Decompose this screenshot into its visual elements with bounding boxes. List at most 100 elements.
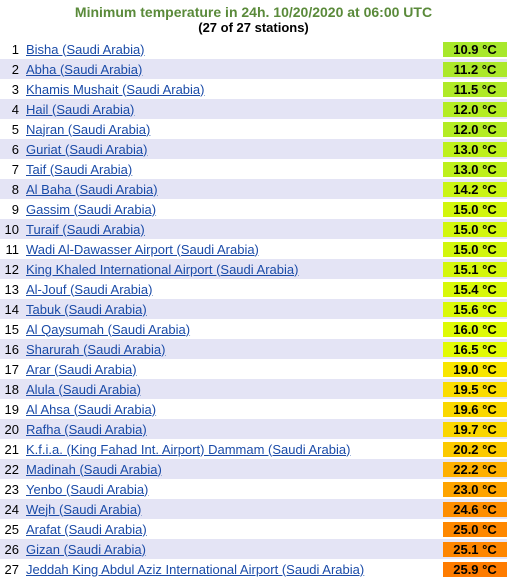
- table-row: 14Tabuk (Saudi Arabia)15.6 °C: [0, 299, 507, 319]
- station-cell: Wejh (Saudi Arabia): [24, 502, 443, 517]
- table-row: 26Gizan (Saudi Arabia)25.1 °C: [0, 539, 507, 559]
- rank-cell: 6: [0, 142, 24, 157]
- station-cell: Najran (Saudi Arabia): [24, 122, 443, 137]
- table-row: 17Arar (Saudi Arabia)19.0 °C: [0, 359, 507, 379]
- temperature-cell: 12.0 °C: [443, 102, 507, 117]
- rank-cell: 12: [0, 262, 24, 277]
- temperature-cell: 10.9 °C: [443, 42, 507, 57]
- rank-cell: 10: [0, 222, 24, 237]
- rank-cell: 22: [0, 462, 24, 477]
- table-row: 6Guriat (Saudi Arabia) 13.0 °C: [0, 139, 507, 159]
- rank-cell: 2: [0, 62, 24, 77]
- station-link[interactable]: Gassim (Saudi Arabia): [26, 202, 156, 217]
- station-cell: Al-Jouf (Saudi Arabia): [24, 282, 443, 297]
- station-cell: Al Ahsa (Saudi Arabia): [24, 402, 443, 417]
- station-link[interactable]: King Khaled International Airport (Saudi…: [26, 262, 298, 277]
- table-row: 15Al Qaysumah (Saudi Arabia) 16.0 °C: [0, 319, 507, 339]
- temperature-cell: 19.0 °C: [443, 362, 507, 377]
- station-link[interactable]: Abha (Saudi Arabia): [26, 62, 142, 77]
- rank-cell: 25: [0, 522, 24, 537]
- table-row: 23Yenbo (Saudi Arabia) 23.0 °C: [0, 479, 507, 499]
- station-link[interactable]: Tabuk (Saudi Arabia): [26, 302, 147, 317]
- station-link[interactable]: Wejh (Saudi Arabia): [26, 502, 141, 517]
- station-link[interactable]: Al Qaysumah (Saudi Arabia): [26, 322, 190, 337]
- table-row: 13Al-Jouf (Saudi Arabia) 15.4 °C: [0, 279, 507, 299]
- station-link[interactable]: Najran (Saudi Arabia): [26, 122, 150, 137]
- station-cell: Abha (Saudi Arabia): [24, 62, 443, 77]
- station-link[interactable]: Bisha (Saudi Arabia): [26, 42, 145, 57]
- station-link[interactable]: Guriat (Saudi Arabia): [26, 142, 147, 157]
- table-row: 16Sharurah (Saudi Arabia) 16.5 °C: [0, 339, 507, 359]
- rank-cell: 16: [0, 342, 24, 357]
- station-link[interactable]: Wadi Al-Dawasser Airport (Saudi Arabia): [26, 242, 259, 257]
- temperature-cell: 15.0 °C: [443, 242, 507, 257]
- table-row: 21K.f.i.a. (King Fahad Int. Airport) Dam…: [0, 439, 507, 459]
- temperature-cell: 24.6 °C: [443, 502, 507, 517]
- table-row: 27Jeddah King Abdul Aziz International A…: [0, 559, 507, 579]
- station-cell: King Khaled International Airport (Saudi…: [24, 262, 443, 277]
- station-link[interactable]: Khamis Mushait (Saudi Arabia): [26, 82, 204, 97]
- table-row: 22Madinah (Saudi Arabia)22.2 °C: [0, 459, 507, 479]
- station-link[interactable]: Arar (Saudi Arabia): [26, 362, 137, 377]
- station-cell: Alula (Saudi Arabia): [24, 382, 443, 397]
- rank-cell: 27: [0, 562, 24, 577]
- station-cell: Gizan (Saudi Arabia): [24, 542, 443, 557]
- rank-cell: 4: [0, 102, 24, 117]
- station-cell: Al Qaysumah (Saudi Arabia): [24, 322, 443, 337]
- station-link[interactable]: Taif (Saudi Arabia): [26, 162, 132, 177]
- temperature-cell: 15.4 °C: [443, 282, 507, 297]
- rank-cell: 15: [0, 322, 24, 337]
- station-link[interactable]: Madinah (Saudi Arabia): [26, 462, 162, 477]
- station-link[interactable]: Arafat (Saudi Arabia): [26, 522, 147, 537]
- station-link[interactable]: Al-Jouf (Saudi Arabia): [26, 282, 152, 297]
- rank-cell: 13: [0, 282, 24, 297]
- rank-cell: 11: [0, 242, 24, 257]
- temperature-cell: 16.0 °C: [443, 322, 507, 337]
- station-link[interactable]: Al Ahsa (Saudi Arabia): [26, 402, 156, 417]
- temperature-cell: 14.2 °C: [443, 182, 507, 197]
- temperature-cell: 11.5 °C: [443, 82, 507, 97]
- station-link[interactable]: K.f.i.a. (King Fahad Int. Airport) Damma…: [26, 442, 350, 457]
- temperature-cell: 16.5 °C: [443, 342, 507, 357]
- temperature-table-container: Minimum temperature in 24h. 10/20/2020 a…: [0, 0, 507, 579]
- rank-cell: 23: [0, 482, 24, 497]
- station-link[interactable]: Turaif (Saudi Arabia): [26, 222, 145, 237]
- station-cell: Tabuk (Saudi Arabia): [24, 302, 443, 317]
- table-row: 4Hail (Saudi Arabia) 12.0 °C: [0, 99, 507, 119]
- table-row: 2Abha (Saudi Arabia)11.2 °C: [0, 59, 507, 79]
- station-cell: Rafha (Saudi Arabia): [24, 422, 443, 437]
- station-cell: Guriat (Saudi Arabia): [24, 142, 443, 157]
- table-row: 1Bisha (Saudi Arabia)10.9 °C: [0, 39, 507, 59]
- table-row: 11Wadi Al-Dawasser Airport (Saudi Arabia…: [0, 239, 507, 259]
- station-link[interactable]: Yenbo (Saudi Arabia): [26, 482, 148, 497]
- station-cell: Madinah (Saudi Arabia): [24, 462, 443, 477]
- station-link[interactable]: Al Baha (Saudi Arabia): [26, 182, 158, 197]
- page-subtitle: (27 of 27 stations): [0, 20, 507, 39]
- station-cell: Wadi Al-Dawasser Airport (Saudi Arabia): [24, 242, 443, 257]
- rank-cell: 24: [0, 502, 24, 517]
- temperature-table: 1Bisha (Saudi Arabia)10.9 °C2Abha (Saudi…: [0, 39, 507, 579]
- station-cell: Yenbo (Saudi Arabia): [24, 482, 443, 497]
- temperature-cell: 20.2 °C: [443, 442, 507, 457]
- station-link[interactable]: Jeddah King Abdul Aziz International Air…: [26, 562, 364, 577]
- station-cell: Al Baha (Saudi Arabia): [24, 182, 443, 197]
- rank-cell: 18: [0, 382, 24, 397]
- station-cell: Sharurah (Saudi Arabia): [24, 342, 443, 357]
- station-link[interactable]: Sharurah (Saudi Arabia): [26, 342, 165, 357]
- rank-cell: 19: [0, 402, 24, 417]
- station-link[interactable]: Alula (Saudi Arabia): [26, 382, 141, 397]
- table-row: 25Arafat (Saudi Arabia)25.0 °C: [0, 519, 507, 539]
- rank-cell: 21: [0, 442, 24, 457]
- station-cell: Gassim (Saudi Arabia): [24, 202, 443, 217]
- temperature-cell: 23.0 °C: [443, 482, 507, 497]
- station-link[interactable]: Gizan (Saudi Arabia): [26, 542, 146, 557]
- table-row: 7Taif (Saudi Arabia)13.0 °C: [0, 159, 507, 179]
- station-link[interactable]: Hail (Saudi Arabia): [26, 102, 134, 117]
- station-link[interactable]: Rafha (Saudi Arabia): [26, 422, 147, 437]
- temperature-cell: 13.0 °C: [443, 142, 507, 157]
- station-cell: Bisha (Saudi Arabia): [24, 42, 443, 57]
- table-row: 24Wejh (Saudi Arabia) 24.6 °C: [0, 499, 507, 519]
- station-cell: Arar (Saudi Arabia): [24, 362, 443, 377]
- table-row: 9Gassim (Saudi Arabia)15.0 °C: [0, 199, 507, 219]
- station-cell: Hail (Saudi Arabia): [24, 102, 443, 117]
